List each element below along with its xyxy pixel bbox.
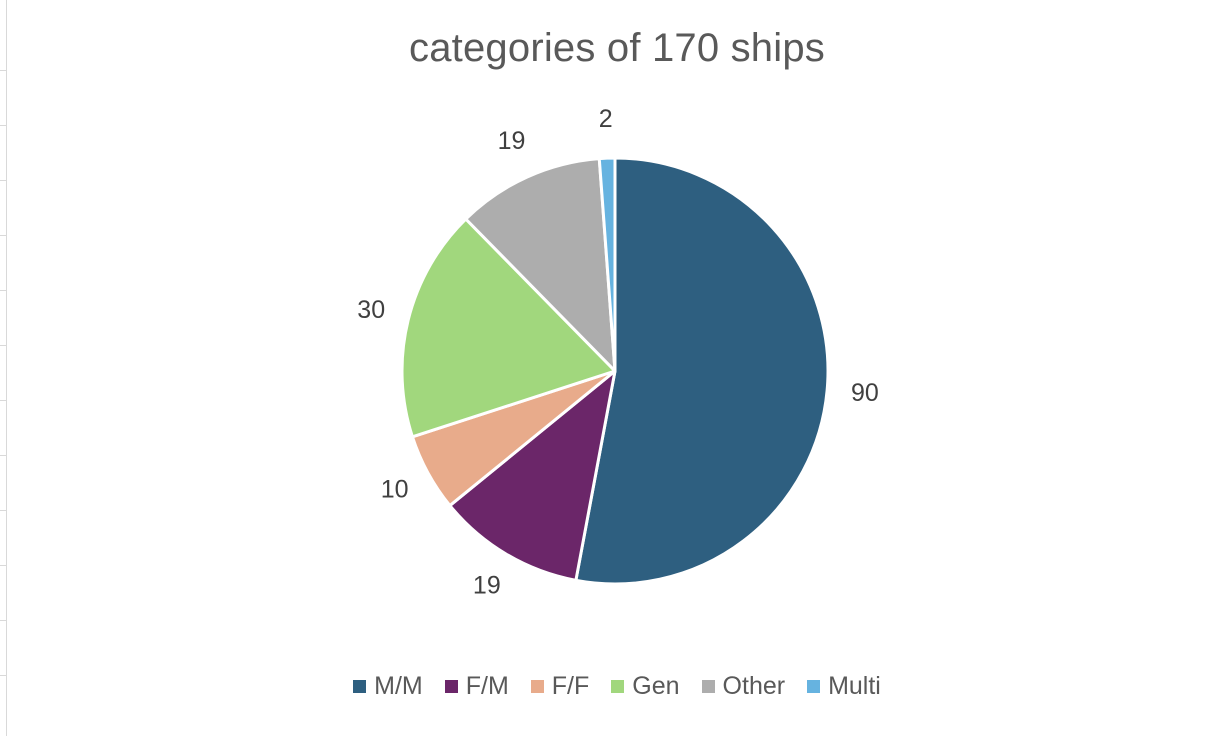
data-label: 19 <box>473 571 501 599</box>
chart-area[interactable]: categories of 170 ships 90 19 10 30 19 2 M/M F… <box>8 0 1226 736</box>
data-label: 30 <box>357 296 385 324</box>
legend-swatch <box>353 680 367 693</box>
chart-legend: M/M F/M F/F Gen Other Multi <box>8 672 1226 701</box>
pie-slice-other[interactable] <box>464 157 617 373</box>
legend-label: Gen <box>632 672 680 700</box>
pie-chart: 90 19 10 30 19 2 <box>357 105 879 600</box>
pie-slice-m-m[interactable] <box>574 156 830 586</box>
legend-label: Multi <box>828 672 881 700</box>
pie-slice-gen[interactable] <box>400 217 617 439</box>
sheet-gridline <box>0 0 7 736</box>
chart-title: categories of 170 ships <box>409 26 825 70</box>
data-label: 90 <box>851 379 879 407</box>
legend-swatch <box>701 680 715 693</box>
data-label: 10 <box>381 476 409 504</box>
legend-swatch <box>611 680 625 693</box>
legend-item[interactable]: Multi <box>807 672 881 701</box>
legend-label: Other <box>722 672 786 700</box>
legend-label: F/M <box>465 672 509 700</box>
legend-swatch <box>530 680 544 693</box>
pie-slice-multi[interactable] <box>597 156 617 373</box>
data-label: 2 <box>599 105 613 133</box>
pie-slice-f-m[interactable] <box>448 369 617 582</box>
legend-swatch <box>807 680 821 693</box>
legend-label: F/F <box>551 672 590 700</box>
legend-item[interactable]: F/M <box>444 672 509 701</box>
data-label: 19 <box>498 127 526 155</box>
legend-label: M/M <box>374 672 423 700</box>
legend-item[interactable]: F/F <box>530 672 590 701</box>
legend-swatch <box>444 680 458 693</box>
legend-item[interactable]: Gen <box>611 672 680 701</box>
legend-item[interactable]: Other <box>701 672 786 701</box>
legend-item[interactable]: M/M <box>353 672 423 701</box>
